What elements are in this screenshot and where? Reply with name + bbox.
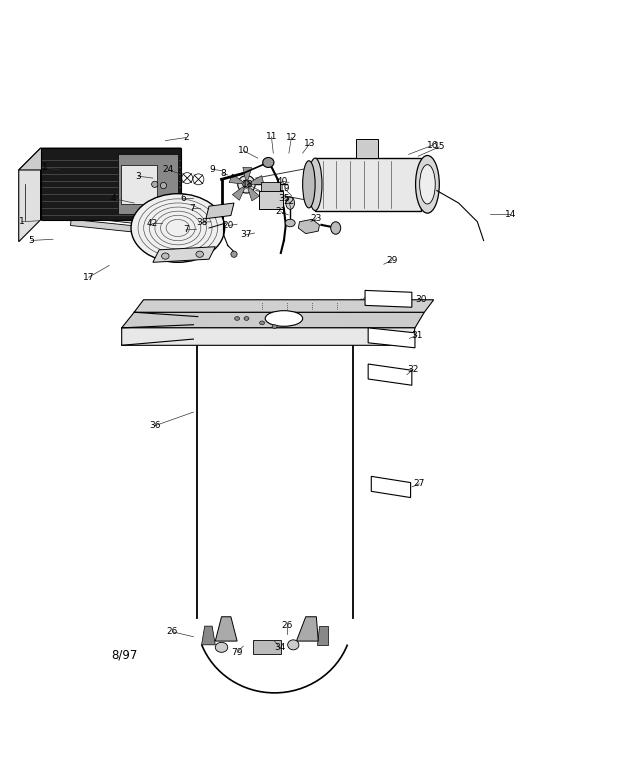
Polygon shape [74,210,207,231]
Text: 79: 79 [232,648,243,657]
Ellipse shape [260,321,265,325]
Polygon shape [153,247,215,263]
Polygon shape [41,148,181,220]
Text: 14: 14 [505,210,516,219]
Text: 7: 7 [189,204,195,213]
Text: 20: 20 [223,221,234,230]
Ellipse shape [272,325,277,329]
Text: 8: 8 [220,169,227,178]
Text: 26: 26 [167,627,178,636]
Polygon shape [248,187,260,201]
Polygon shape [232,187,245,200]
Text: 32: 32 [407,365,419,374]
Text: 13: 13 [305,139,316,147]
Text: 37: 37 [240,230,251,240]
Polygon shape [122,313,424,328]
Ellipse shape [288,640,299,650]
Text: 36: 36 [149,422,160,430]
Bar [120,165,157,204]
Ellipse shape [263,157,274,167]
Ellipse shape [308,158,322,210]
Text: 12: 12 [286,133,297,142]
Ellipse shape [285,220,295,227]
Text: 42: 42 [147,219,158,227]
Text: 1: 1 [19,217,25,227]
Ellipse shape [197,303,353,340]
Ellipse shape [196,251,203,257]
Ellipse shape [286,197,295,209]
Text: 27: 27 [414,479,425,488]
Text: 6: 6 [180,194,187,203]
Text: 19: 19 [279,184,290,194]
Ellipse shape [131,194,225,263]
Ellipse shape [244,316,249,320]
Polygon shape [19,148,181,170]
Text: 29: 29 [386,256,397,265]
Polygon shape [368,364,412,386]
Ellipse shape [162,253,169,260]
Text: 5: 5 [28,236,34,245]
Polygon shape [365,290,412,307]
Ellipse shape [215,642,228,652]
Text: 17: 17 [83,273,94,282]
Polygon shape [118,154,178,214]
Polygon shape [71,220,203,240]
Text: 4: 4 [110,194,117,204]
Ellipse shape [416,155,439,214]
Ellipse shape [238,176,255,193]
Text: 35: 35 [278,194,290,204]
Ellipse shape [231,251,237,257]
Bar [253,640,281,654]
Text: 23: 23 [311,214,322,223]
Text: 34: 34 [274,643,285,652]
Text: 30: 30 [416,295,427,303]
Polygon shape [134,300,434,313]
Polygon shape [298,220,319,233]
Polygon shape [371,476,411,498]
Text: 1: 1 [42,163,48,172]
Polygon shape [19,148,41,242]
Text: 9: 9 [209,165,215,174]
Polygon shape [317,626,328,645]
Bar [259,190,283,209]
Bar [261,182,280,190]
Polygon shape [251,176,264,184]
Polygon shape [202,626,215,645]
Polygon shape [356,140,378,158]
Text: 22: 22 [283,197,295,207]
Text: 21: 21 [275,207,286,217]
Polygon shape [243,167,252,180]
Ellipse shape [243,180,250,188]
Ellipse shape [265,311,303,326]
Polygon shape [122,328,415,346]
Text: 38: 38 [196,218,207,227]
Text: 31: 31 [411,331,422,339]
Text: 16: 16 [427,141,439,150]
Polygon shape [368,328,415,348]
Text: 15: 15 [434,142,445,151]
Text: 8/97: 8/97 [112,649,138,662]
Text: 24: 24 [163,165,174,174]
Polygon shape [206,203,234,219]
Text: 10: 10 [238,146,249,155]
Ellipse shape [419,164,435,204]
Text: 3: 3 [135,172,142,180]
Text: 11: 11 [266,132,277,141]
Text: 18: 18 [242,180,253,189]
Ellipse shape [331,222,341,234]
Ellipse shape [160,183,167,189]
Polygon shape [215,617,237,641]
Polygon shape [296,617,318,641]
Ellipse shape [235,316,240,320]
Text: 7: 7 [183,225,189,234]
Text: 2: 2 [183,133,189,142]
Text: 40: 40 [276,177,288,186]
Ellipse shape [152,181,158,187]
Polygon shape [315,158,421,210]
Ellipse shape [303,161,315,208]
Text: 26: 26 [281,621,293,630]
Polygon shape [229,174,243,184]
